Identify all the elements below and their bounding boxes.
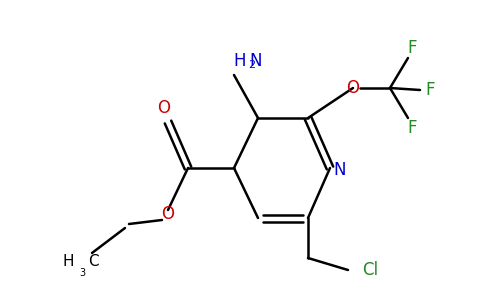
Text: F: F bbox=[425, 81, 435, 99]
Text: O: O bbox=[157, 99, 170, 117]
Text: O: O bbox=[162, 205, 175, 223]
Text: F: F bbox=[407, 119, 417, 137]
Text: H: H bbox=[62, 254, 74, 269]
Text: F: F bbox=[407, 39, 417, 57]
Text: 2: 2 bbox=[248, 60, 255, 70]
Text: C: C bbox=[88, 254, 99, 269]
Text: 3: 3 bbox=[79, 268, 85, 278]
Text: Cl: Cl bbox=[362, 261, 378, 279]
Text: H: H bbox=[234, 52, 246, 70]
Text: N: N bbox=[334, 161, 346, 179]
Text: O: O bbox=[347, 79, 360, 97]
Text: N: N bbox=[250, 52, 262, 70]
